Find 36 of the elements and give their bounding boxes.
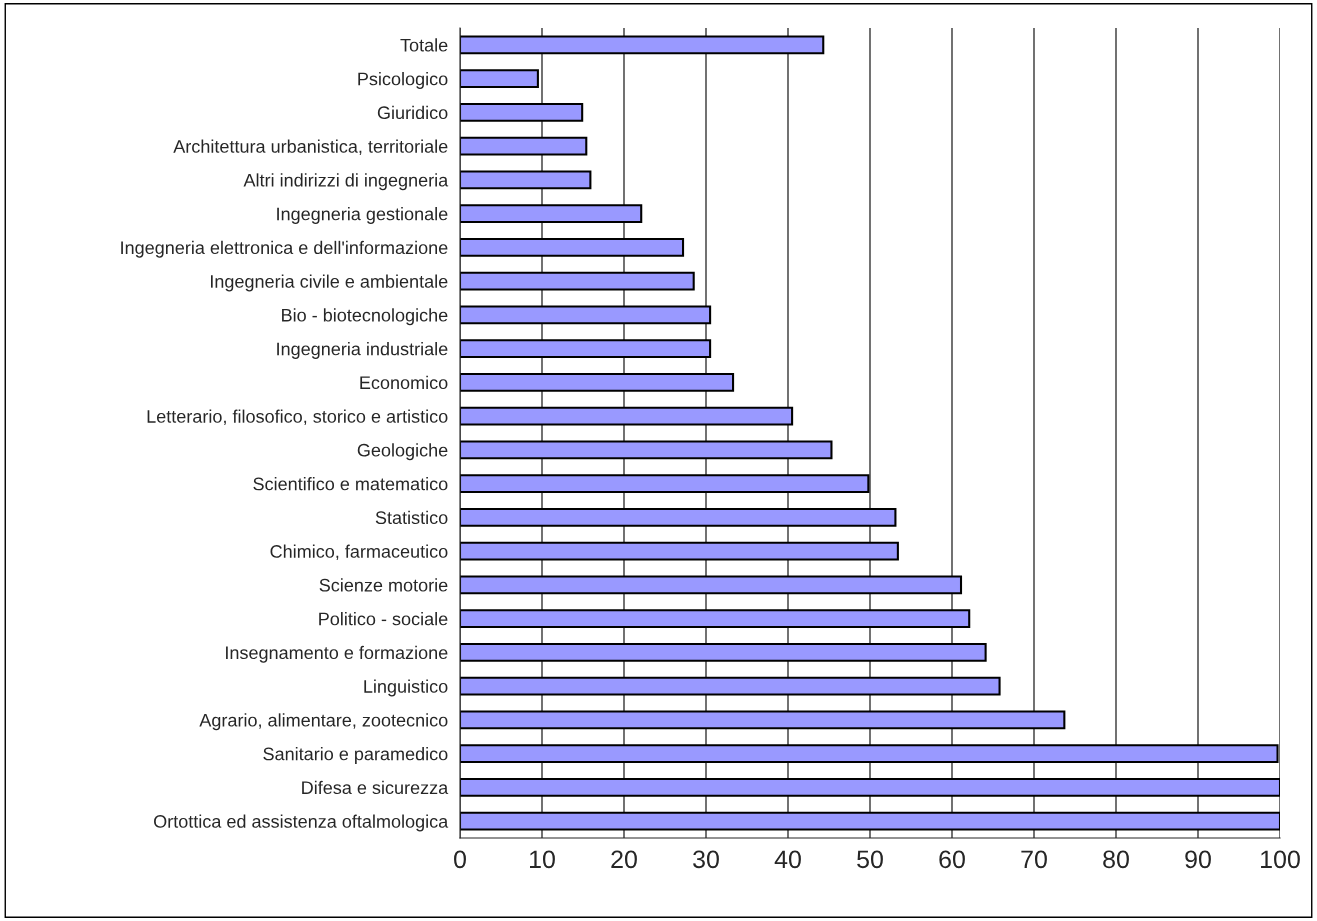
y-tick-label: Agrario, alimentare, zootecnico	[199, 713, 448, 731]
x-tick-label: 90	[1185, 850, 1211, 869]
y-tick-label: Ingegneria industriale	[277, 342, 448, 359]
y-tick-label: Letterario, filosofico, storico e artistico	[147, 409, 448, 425]
y-tick-label: Ingegneria gestionale	[277, 207, 448, 224]
x-tick-label: 80	[1103, 850, 1129, 869]
y-tick-label: Chimico, farmaceutico	[270, 544, 448, 560]
y-tick-label: Insegnamento e formazione	[226, 645, 448, 663]
y-tick-label: Linguistico	[364, 679, 448, 697]
y-tick-label: Scienze motorie	[319, 578, 448, 592]
y-tick-label: Totale	[400, 38, 448, 52]
bar	[460, 69, 539, 89]
y-tick-label: Politico - sociale	[319, 612, 448, 626]
x-tick-label: 60	[939, 850, 965, 869]
x-tick-label: 40	[774, 850, 801, 869]
y-tick-label: Sanitario e paramedico	[263, 747, 448, 764]
x-tick-label: 50	[857, 850, 883, 869]
y-tick-label: Giuridico	[377, 105, 448, 120]
y-tick-label: Difesa e sicurezza	[302, 780, 449, 795]
x-tick-label: 10	[530, 850, 555, 869]
x-tick-label: 20	[611, 850, 637, 869]
x-tick-label: 100	[1261, 850, 1300, 869]
y-tick-label: Psicologico	[358, 72, 448, 89]
y-tick-label: Economico	[360, 375, 448, 390]
y-tick-label: Bio - biotecnologiche	[282, 308, 448, 326]
y-tick-label: Scientifico e matematico	[253, 477, 448, 491]
y-tick-label: Ingegneria civile e ambientale	[211, 274, 448, 292]
x-tick-label: 0	[454, 850, 466, 869]
y-tick-label: Statistico	[375, 510, 448, 525]
y-tick-label: Architettura urbanistica, territoriale	[173, 139, 448, 155]
y-tick-label: Ortottica ed assistenza oftalmologica	[154, 814, 449, 832]
x-tick-label: 70	[1021, 850, 1047, 869]
y-tick-label: Altri indirizzi di ingegneria	[243, 173, 449, 191]
y-tick-label: Ingegneria elettronica e dell'informazione	[121, 240, 448, 258]
y-tick-label: Geologiche	[357, 443, 448, 461]
x-tick-label: 30	[693, 850, 719, 869]
